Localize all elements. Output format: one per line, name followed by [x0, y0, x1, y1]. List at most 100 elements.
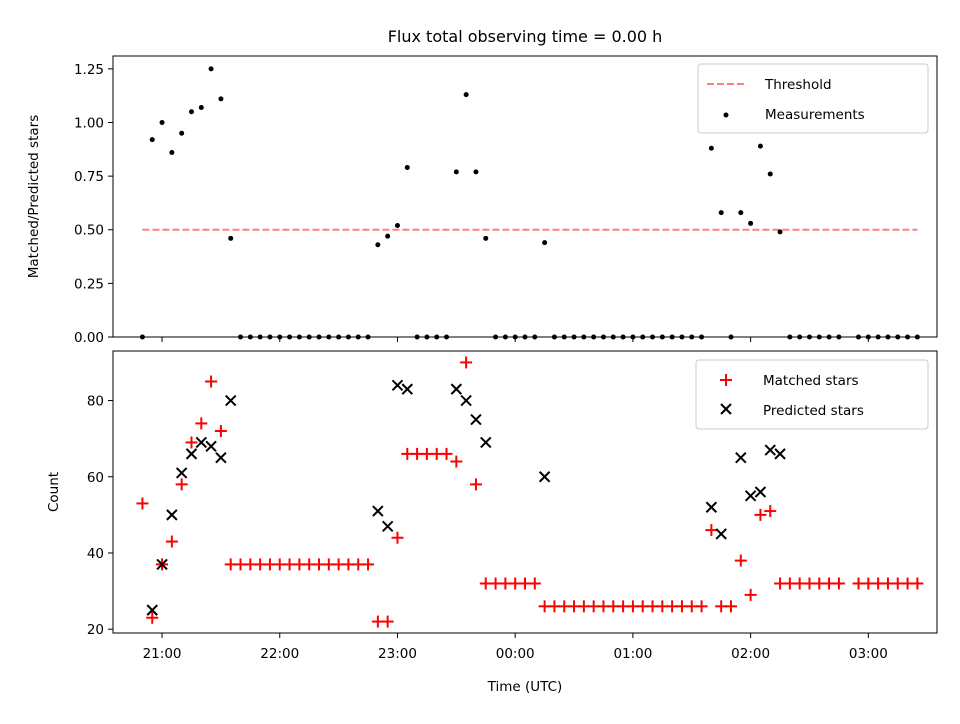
predicted-star-point [381, 520, 394, 533]
matched-star-point [136, 497, 149, 510]
measurement-point [179, 130, 185, 136]
measurement-point [542, 240, 548, 246]
measurement-point [473, 169, 479, 175]
matched-star-point [725, 600, 737, 613]
measurement-point [159, 119, 165, 125]
measurement-point [149, 137, 155, 143]
matched-star-point [734, 554, 747, 567]
bottom-x-tick-label: 00:00 [496, 646, 535, 662]
predicted-star-point [166, 509, 178, 521]
measurement-point [218, 96, 224, 102]
matched-star-point [754, 508, 767, 521]
measurement-point [748, 220, 754, 226]
matched-star-point [705, 524, 718, 537]
predicted-star-point [470, 413, 482, 426]
top-y-tick-label: 0.75 [74, 169, 104, 185]
top-marks [139, 66, 920, 340]
legend-matched-swatch [720, 374, 732, 386]
predicted-star-point [205, 440, 217, 452]
measurement-point [404, 165, 410, 171]
predicted-star-point [715, 528, 727, 540]
measurement-point [228, 235, 234, 241]
matched-star-point [185, 436, 198, 449]
top-legend: Threshold Measurements [697, 63, 929, 134]
predicted-star-point [175, 467, 188, 479]
bottom-x-tick-label: 01:00 [613, 646, 652, 662]
measurement-point [198, 104, 204, 110]
bottom-y-tick-label: 60 [87, 470, 104, 486]
matched-star-point [832, 577, 845, 590]
bottom-y-tick-label: 40 [87, 546, 104, 562]
bottom-panel: 20 40 60 80 21:00 22:00 23:00 00:00 01:00 02:00 0… [46, 350, 938, 695]
bottom-legend: Matched stars Predicted stars [695, 359, 929, 430]
matched-star-point [695, 600, 708, 613]
measurement-point [738, 210, 744, 216]
matched-star-point [205, 375, 218, 388]
matched-star-point [744, 588, 757, 601]
bottom-marks [136, 356, 924, 628]
bottom-x-axis: 21:00 22:00 23:00 00:00 01:00 02:00 03:00 [143, 633, 888, 662]
predicted-star-point [450, 383, 463, 395]
top-y-axis: 0.00 0.25 0.50 0.75 1.00 1.25 [74, 62, 113, 346]
matched-star-point [764, 505, 777, 518]
measurement-point [483, 235, 489, 241]
matched-star-point [175, 478, 188, 491]
bottom-x-tick-label: 22:00 [260, 646, 299, 662]
bottom-legend-box [695, 359, 929, 430]
matched-star-point [362, 558, 375, 571]
predicted-star-point [744, 490, 757, 502]
measurement-point [188, 109, 194, 115]
top-y-tick-label: 1.25 [74, 62, 104, 78]
matched-star-point [381, 615, 394, 628]
top-y-tick-label: 1.00 [74, 115, 104, 131]
legend-predicted-label: Predicted stars [763, 403, 864, 419]
legend-threshold-label: Threshold [764, 77, 832, 93]
predicted-star-point [391, 379, 404, 392]
predicted-star-point [735, 451, 747, 464]
matched-star-point [440, 447, 453, 460]
measurement-point [463, 92, 469, 98]
bottom-y-axis: 20 40 60 80 [87, 394, 113, 638]
predicted-star-point [538, 471, 551, 483]
top-x-axis [161, 337, 869, 342]
bottom-x-tick-label: 21:00 [143, 646, 182, 662]
predicted-star-point [195, 436, 207, 449]
matched-star-point [391, 531, 404, 544]
matched-star-point [460, 356, 473, 369]
measurement-point [777, 229, 783, 235]
measurement-point [394, 222, 400, 228]
bottom-y-tick-label: 20 [87, 622, 104, 638]
measurement-point [718, 210, 724, 216]
measurement-point [385, 233, 391, 239]
legend-measurements-swatch [723, 112, 729, 118]
top-y-tick-label: 0.25 [74, 276, 104, 292]
measurement-point [169, 150, 175, 156]
top-panel: 0.00 0.25 0.50 0.75 1.00 1.25 Matched/Predict… [26, 55, 938, 346]
bottom-x-tick-label: 03:00 [849, 646, 888, 662]
predicted-star-point [705, 501, 718, 513]
measurement-point [453, 169, 459, 175]
predicted-star-point [764, 444, 776, 456]
predicted-star-point [225, 394, 237, 407]
measurement-point [708, 145, 714, 151]
bottom-x-tick-label: 02:00 [731, 646, 770, 662]
matched-star-point [165, 535, 178, 548]
legend-matched-label: Matched stars [763, 373, 859, 389]
bottom-y-tick-label: 80 [87, 394, 104, 410]
matched-star-point [214, 425, 227, 438]
chart-title: Flux total observing time = 0.00 h [388, 27, 663, 46]
predicted-star-point [754, 486, 767, 498]
bottom-x-tick-label: 23:00 [378, 646, 417, 662]
measurement-point [208, 66, 214, 72]
measurement-point [767, 171, 773, 177]
matched-star-point [911, 577, 924, 590]
predicted-star-point [372, 505, 384, 517]
predicted-star-point [215, 451, 227, 464]
measurement-point [757, 143, 763, 149]
bottom-axes-frame [112, 350, 938, 634]
predicted-star-point [401, 383, 413, 395]
predicted-star-point [480, 436, 492, 449]
bottom-y-axis-label: Count [46, 472, 62, 512]
predicted-star-point [774, 448, 786, 460]
